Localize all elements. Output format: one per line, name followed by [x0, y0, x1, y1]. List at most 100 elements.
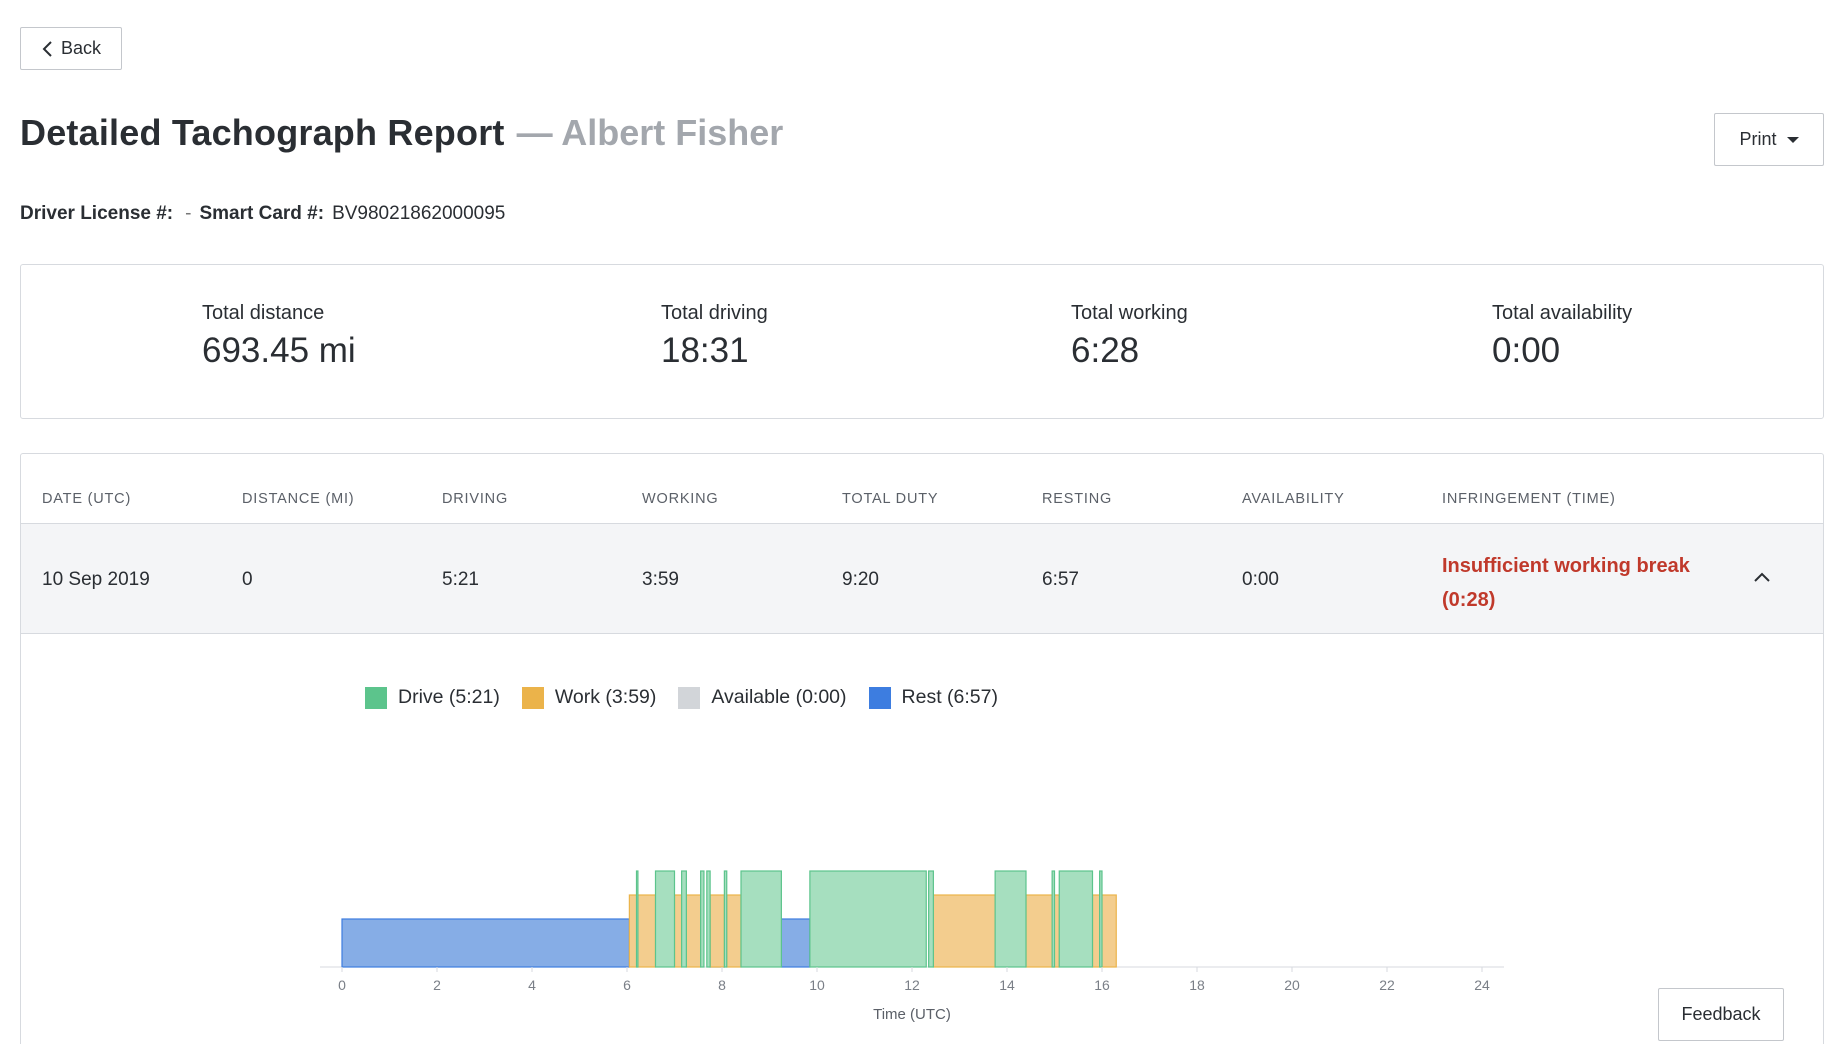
legend-item-rest: Rest (6:57) — [868, 686, 998, 709]
legend-label: Rest (6:57) — [901, 686, 998, 708]
x-tick-label: 0 — [338, 977, 346, 993]
print-label: Print — [1739, 129, 1777, 149]
column-header: INFRINGEMENT (TIME) — [1442, 491, 1616, 507]
feedback-button[interactable]: Feedback — [1658, 988, 1784, 1041]
page-header: Detailed Tachograph Report — Albert Fish… — [20, 112, 783, 154]
total-value: 18:31 — [661, 331, 749, 370]
x-tick-label: 4 — [528, 977, 536, 993]
total-label: Total distance — [202, 302, 325, 324]
x-axis-title: Time (UTC) — [873, 1006, 951, 1023]
daily-report-table: DATE (UTC) DISTANCE (MI) DRIVING WORKING… — [20, 453, 1824, 1044]
total-label: Total availability — [1492, 302, 1633, 324]
smart-card-label: Smart Card #: — [199, 203, 325, 224]
timeline-segment-drive — [681, 870, 687, 968]
timeline-segment-work — [628, 894, 657, 968]
timeline-segment-drive — [700, 870, 705, 968]
x-tick-label: 6 — [623, 977, 631, 993]
timeline-segment-drive — [1051, 870, 1056, 968]
legend-item-available: Available (0:00) — [678, 686, 847, 709]
cell-date: 10 Sep 2019 — [42, 569, 150, 590]
back-button[interactable]: Back — [20, 27, 122, 70]
total-availability: Total availability 0:00 — [1492, 302, 1632, 371]
print-dropdown-button[interactable]: Print — [1714, 113, 1824, 166]
timeline-segment-work — [685, 894, 702, 968]
timeline-segment-drive — [723, 870, 728, 968]
timeline-segment-rest — [780, 918, 811, 968]
legend-item-work: Work (3:59) — [521, 686, 657, 709]
total-label: Total driving — [661, 302, 768, 324]
column-header: TOTAL DUTY — [842, 491, 939, 507]
cell-working: 3:59 — [642, 569, 679, 590]
smart-card-value: BV98021862000095 — [332, 203, 506, 224]
x-tick-label: 24 — [1474, 977, 1490, 993]
timeline-segment-rest — [341, 918, 630, 968]
timeline-segment-drive — [1099, 870, 1103, 968]
timeline-segment-drive — [654, 870, 676, 968]
timeline-segment-drive — [928, 870, 934, 968]
timeline-segment-drive — [809, 870, 927, 968]
x-tick-label: 16 — [1094, 977, 1110, 993]
license-value: - — [185, 203, 192, 224]
table-row[interactable]: 10 Sep 2019 0 5:21 3:59 9:20 6:57 0:00 I… — [21, 524, 1823, 634]
total-value: 6:28 — [1071, 331, 1140, 370]
total-working: Total working 6:28 — [1071, 302, 1188, 371]
timeline-segment-work — [726, 894, 742, 968]
collapse-row-button[interactable] — [1749, 564, 1775, 590]
column-header: WORKING — [642, 491, 719, 507]
caret-down-icon — [1786, 136, 1799, 143]
column-header: DATE (UTC) — [42, 491, 132, 507]
column-header: DISTANCE (MI) — [242, 491, 355, 507]
license-label: Driver License #: — [20, 203, 174, 224]
cell-infringement: Insufficient working break (0:28) — [1442, 555, 1690, 611]
driver-name: — Albert Fisher — [516, 112, 784, 153]
cell-resting: 6:57 — [1042, 569, 1079, 590]
x-tick-label: 12 — [904, 977, 920, 993]
timeline-segment-work — [932, 894, 996, 968]
totals-card: Total distance 693.45 mi Total driving 1… — [20, 264, 1824, 419]
total-driving: Total driving 18:31 — [661, 302, 768, 371]
column-header: RESTING — [1042, 491, 1113, 507]
column-header: DRIVING — [442, 491, 509, 507]
timeline-segment-work — [673, 894, 683, 968]
timeline-segment-drive — [994, 870, 1027, 968]
table-header: DATE (UTC) DISTANCE (MI) DRIVING WORKING… — [21, 454, 1823, 524]
timeline-segment-drive — [706, 870, 711, 968]
column-header: AVAILABILITY — [1242, 491, 1345, 507]
total-value: 693.45 mi — [202, 331, 356, 370]
legend-swatch-rest — [868, 686, 891, 709]
x-tick-label: 2 — [433, 977, 441, 993]
legend-label: Available (0:00) — [711, 686, 847, 708]
legend-swatch-available — [678, 686, 701, 709]
chevron-up-icon — [1754, 572, 1770, 582]
back-label: Back — [60, 38, 102, 58]
total-value: 0:00 — [1492, 331, 1561, 370]
total-label: Total working — [1071, 302, 1188, 324]
timeline-segment-drive — [740, 870, 782, 968]
cell-total-duty: 9:20 — [842, 569, 879, 590]
legend-item-drive: Drive (5:21) — [365, 686, 500, 709]
legend-label: Work (3:59) — [554, 686, 657, 708]
x-tick-label: 22 — [1379, 977, 1395, 993]
chart-legend: Drive (5:21) Work (3:59) Available (0:00… — [365, 686, 998, 709]
x-tick-label: 20 — [1284, 977, 1300, 993]
x-tick-label: 18 — [1189, 977, 1205, 993]
chevron-left-icon — [42, 40, 52, 57]
timeline-segment-drive — [1058, 870, 1094, 968]
timeline-segment-work — [709, 894, 725, 968]
timeline-segment-drive — [635, 870, 639, 968]
cell-distance: 0 — [242, 569, 253, 590]
x-tick-label: 10 — [809, 977, 825, 993]
cell-availability: 0:00 — [1242, 569, 1279, 590]
legend-swatch-work — [521, 686, 544, 709]
feedback-label: Feedback — [1681, 1004, 1761, 1024]
page-title: Detailed Tachograph Report — [20, 112, 505, 153]
x-tick-label: 14 — [999, 977, 1015, 993]
x-tick-label: 8 — [718, 977, 726, 993]
total-distance: Total distance 693.45 mi — [202, 302, 356, 371]
driver-meta: Driver License #: - Smart Card #: BV9802… — [20, 203, 505, 225]
cell-driving: 5:21 — [442, 569, 479, 590]
legend-label: Drive (5:21) — [398, 686, 500, 708]
legend-swatch-drive — [365, 686, 387, 709]
timeline-segment-work — [1091, 894, 1117, 968]
